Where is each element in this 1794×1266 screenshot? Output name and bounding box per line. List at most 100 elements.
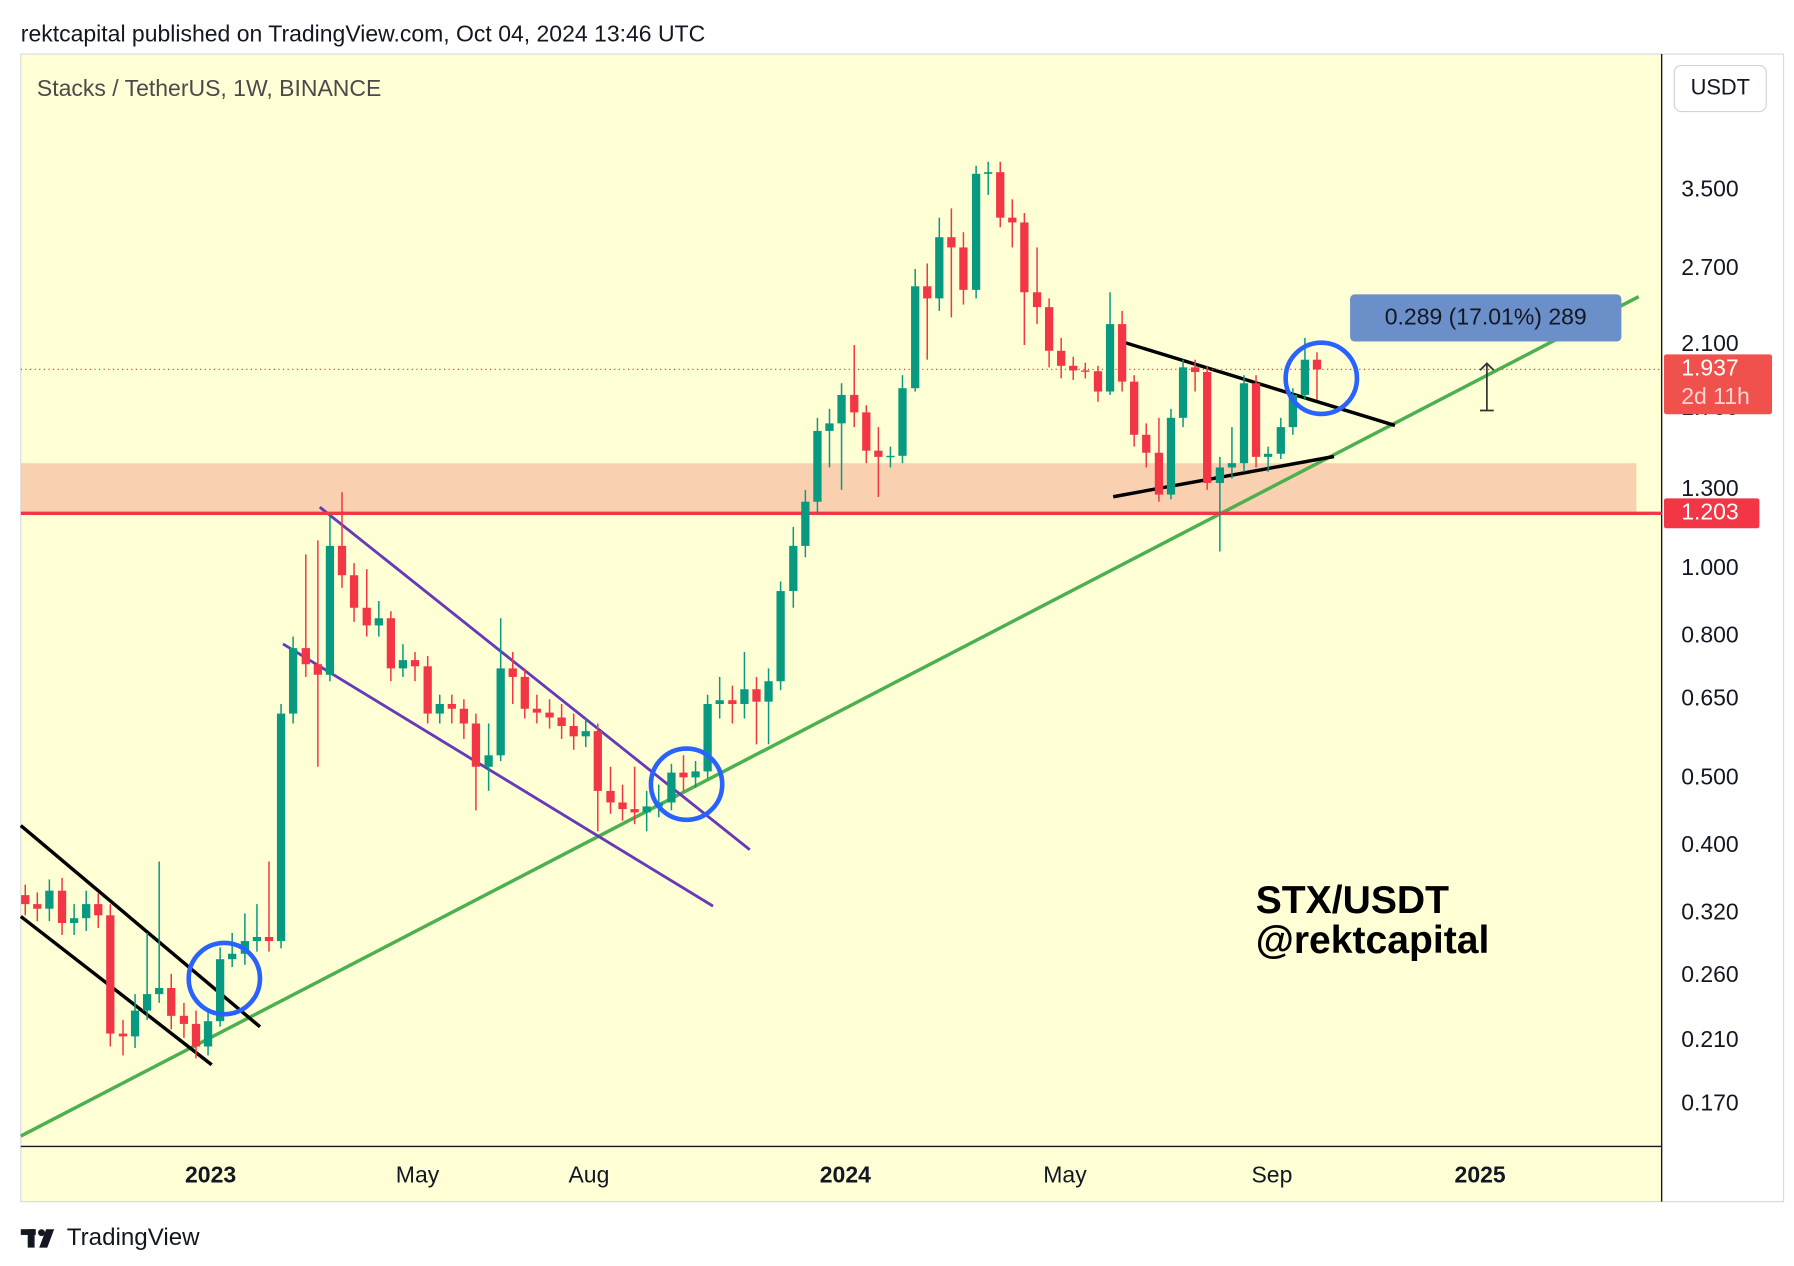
candle-body <box>898 388 907 456</box>
candle-body <box>1032 292 1042 308</box>
candle-body <box>679 772 688 778</box>
x-tick-label: May <box>396 1161 440 1187</box>
candle-body <box>850 394 859 413</box>
price-badge <box>1663 354 1773 415</box>
candle-body <box>545 712 554 718</box>
candle-body <box>1190 367 1200 373</box>
candle-body <box>325 545 335 675</box>
candle-body <box>667 772 676 803</box>
y-tick-label: 0.170 <box>1681 1090 1739 1116</box>
candle-body <box>69 918 79 924</box>
candle-body <box>752 689 761 702</box>
publish-header: rektcapital published on TradingView.com… <box>21 21 705 47</box>
axes: 3.5002.7002.1001.7001.3001.0000.8000.650… <box>185 176 1773 1187</box>
highlight-circle <box>186 940 263 1017</box>
candle-body <box>996 172 1005 218</box>
measure-label: 0.289 (17.01%) 289 <box>1385 304 1587 330</box>
candle-body <box>228 953 237 960</box>
y-tick-label: 3.500 <box>1681 176 1739 202</box>
highlight-circle <box>648 746 725 823</box>
candle-body <box>33 904 42 909</box>
candle-body <box>21 895 30 905</box>
candle-body <box>801 501 810 546</box>
candle-body <box>179 1015 189 1024</box>
candle-body <box>923 286 932 299</box>
zone-layer <box>20 463 1637 514</box>
candle-body <box>215 959 225 1022</box>
candle-body <box>288 648 298 714</box>
candle-body <box>789 545 798 592</box>
chart-frame <box>20 53 1785 1203</box>
candle-body <box>191 1023 201 1047</box>
candle-body <box>1276 427 1285 454</box>
candle-body <box>715 700 724 704</box>
candle-body <box>1239 383 1249 464</box>
x-tick-label: 2024 <box>820 1161 871 1187</box>
candle-body <box>764 681 773 702</box>
channel-line <box>19 915 213 1067</box>
candle-body <box>1117 324 1127 382</box>
candle-body <box>1203 372 1212 483</box>
candle-body <box>374 618 383 626</box>
candle-body <box>935 237 944 299</box>
candles <box>21 161 1322 1059</box>
candle-body <box>581 731 590 737</box>
candle-body <box>142 994 152 1011</box>
candle-body <box>1081 370 1090 372</box>
trendline <box>20 295 1640 1138</box>
x-tick-label: May <box>1043 1161 1087 1187</box>
candle-body <box>569 726 578 737</box>
symbol-title: Stacks / TetherUS, 1W, BINANCE <box>37 75 381 101</box>
candle-body <box>301 648 310 665</box>
candle-body <box>1069 365 1078 371</box>
y-tick-label: 2.700 <box>1681 254 1739 280</box>
logo-part <box>39 1229 55 1248</box>
y-tick-label: 0.210 <box>1681 1026 1739 1052</box>
candle-body <box>484 755 493 767</box>
candle-body <box>276 713 286 942</box>
currency-button[interactable] <box>1673 64 1767 113</box>
candle-body <box>825 423 834 431</box>
candle-body <box>203 1021 213 1047</box>
candle-body <box>1215 467 1225 483</box>
candle-body <box>1312 359 1322 370</box>
plot-bg <box>20 54 1662 1202</box>
candle-body <box>630 809 639 813</box>
candle-body <box>1288 394 1298 428</box>
candle-body <box>1251 383 1261 457</box>
candle-body <box>520 676 529 709</box>
candle-body <box>398 660 408 669</box>
candle-body <box>862 412 871 451</box>
channel-line <box>282 642 714 908</box>
candle-body <box>435 703 444 714</box>
candle-body <box>82 904 91 919</box>
candle-body <box>447 703 456 709</box>
measure-tool: 0.289 (17.01%) 289 <box>1350 294 1622 412</box>
candle-body <box>57 890 67 924</box>
candle-body <box>155 988 164 995</box>
candle-body <box>252 936 262 942</box>
candle-body <box>618 802 627 810</box>
candle-body <box>1020 222 1029 293</box>
candle-body <box>471 723 481 767</box>
measure-arrow <box>1479 362 1495 412</box>
candle-body <box>728 700 737 704</box>
candle-body <box>911 286 920 389</box>
y-tick-label: 0.400 <box>1681 831 1739 857</box>
candle-body <box>1142 434 1151 453</box>
candle-body <box>362 607 371 626</box>
candle-body <box>167 988 176 1016</box>
level-layer <box>20 368 1662 516</box>
candle-body <box>874 450 883 457</box>
candle-body <box>1263 453 1273 457</box>
y-tick-label: 0.260 <box>1681 961 1739 987</box>
price-axis-bg <box>1661 54 1784 1202</box>
candle-body <box>1057 350 1066 366</box>
logo-part <box>27 1229 35 1248</box>
candle-body <box>1178 367 1188 418</box>
logo-part <box>38 1229 45 1237</box>
countdown-label: 2d 11h <box>1681 383 1750 409</box>
circles <box>186 340 1360 1017</box>
candle-body <box>45 890 54 909</box>
